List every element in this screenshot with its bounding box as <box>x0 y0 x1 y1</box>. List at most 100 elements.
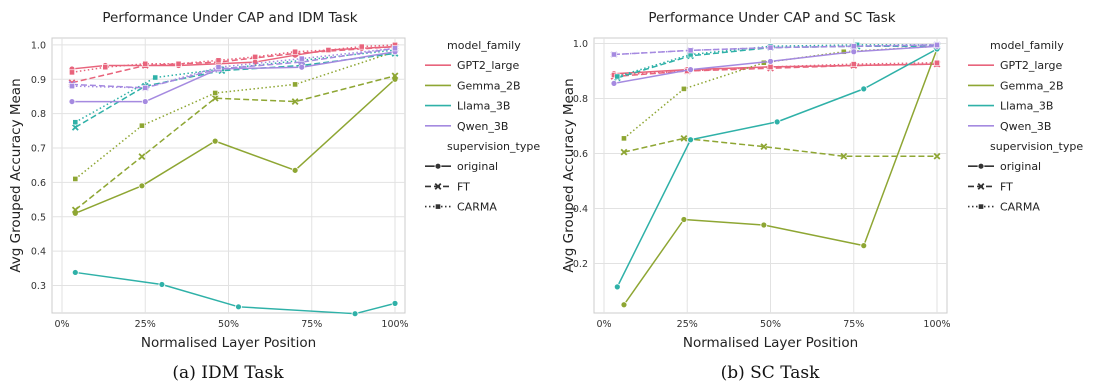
chart-title: Performance Under CAP and SC Task <box>648 10 895 26</box>
x-tick-label: 50% <box>218 319 239 330</box>
y-tick-label: 0.9 <box>31 75 46 86</box>
legend-marker-FT <box>977 182 985 190</box>
data-point <box>934 59 940 66</box>
data-point <box>680 216 688 223</box>
x-axis-label: Normalised Layer Position <box>683 335 858 351</box>
y-tick-label: 0.8 <box>573 94 588 105</box>
legend-marker-CARMA <box>435 203 441 210</box>
series-line-Gemma_2B-original <box>71 75 399 217</box>
series-path <box>623 137 938 157</box>
data-point <box>680 134 688 142</box>
y-tick-label: 1.0 <box>573 39 588 50</box>
data-point <box>139 122 145 129</box>
series-line-Gemma_2B-FT <box>71 72 399 214</box>
data-point <box>850 48 858 56</box>
chart-title: Performance Under CAP and IDM Task <box>102 10 357 26</box>
data-point <box>158 281 166 288</box>
series-line-Qwen_3B-CARMA <box>611 41 940 58</box>
data-point <box>620 148 628 156</box>
data-point <box>850 61 857 68</box>
x-tick-label: 100% <box>923 319 950 330</box>
legend: model_family GPT2_large Gemma_2B Llama_3B Qw… <box>968 39 1083 214</box>
data-point <box>621 135 627 142</box>
data-point <box>138 153 146 161</box>
data-point <box>860 242 868 250</box>
data-point <box>142 84 149 91</box>
data-point <box>71 123 79 131</box>
data-point <box>767 57 774 65</box>
x-tick-label: 75% <box>843 319 864 330</box>
data-point <box>138 182 146 190</box>
y-tick-label: 0.3 <box>31 281 46 292</box>
x-tick-label: 0% <box>54 319 69 330</box>
legend-title-supervision: supervision_type <box>447 140 540 153</box>
legend-entry-supervision: original <box>1000 160 1041 173</box>
x-tick-label: 25% <box>135 319 156 330</box>
y-tick-label: 0.4 <box>573 204 588 215</box>
data-point <box>391 299 399 307</box>
legend-marker-original <box>977 162 985 170</box>
x-tick-label: 0% <box>596 319 611 330</box>
series-line-GPT2_large-CARMA <box>69 41 398 76</box>
data-point <box>933 152 941 160</box>
y-axis-label: Avg Grouped Accuracy Mean <box>561 78 577 272</box>
data-point <box>687 136 694 144</box>
series-line-GPT2_large-CARMA <box>611 59 940 79</box>
legend-entry-model: Gemma_2B <box>1000 79 1064 92</box>
data-point <box>69 69 75 76</box>
data-point <box>212 90 219 96</box>
data-point <box>68 98 76 105</box>
figure-caption: (a) IDM Task <box>172 363 284 383</box>
data-point <box>767 63 774 70</box>
legend-entry-model: GPT2_large <box>457 59 519 72</box>
data-point <box>773 118 781 126</box>
x-axis-label: Normalised Layer Position <box>141 335 316 351</box>
y-tick-label: 0.2 <box>573 259 588 270</box>
data-point <box>325 47 332 53</box>
legend-entry-supervision: FT <box>457 180 470 193</box>
data-point <box>850 43 857 50</box>
y-tick-label: 0.6 <box>573 149 588 160</box>
data-point <box>614 73 621 80</box>
data-point <box>211 94 219 102</box>
chart-panel-0: 0.3 0.4 0.5 0.6 0.7 0.8 0.9 1.0 0% 25% 50% 75% 100% P… <box>8 10 540 383</box>
figure-caption: (b) SC Task <box>721 363 820 383</box>
series-line-Gemma_2B-FT <box>620 134 941 160</box>
data-point <box>610 79 618 87</box>
data-point <box>620 301 628 309</box>
data-point <box>358 43 365 50</box>
data-point <box>235 303 242 311</box>
data-point <box>687 66 694 74</box>
data-point <box>252 54 259 60</box>
legend-entry-model: Llama_3B <box>1000 100 1053 113</box>
data-point <box>142 60 149 67</box>
data-point <box>102 64 109 71</box>
data-point <box>840 152 848 160</box>
legend-entry-model: Llama_3B <box>457 100 510 113</box>
legend-entry-model: GPT2_large <box>1000 59 1062 72</box>
legend-entry-supervision: FT <box>1000 180 1013 193</box>
data-point <box>69 83 75 90</box>
legend-marker-original <box>434 162 442 170</box>
data-point <box>392 45 398 52</box>
data-point <box>292 81 299 88</box>
y-tick-label: 0.8 <box>31 109 46 120</box>
x-tick-label: 25% <box>677 319 698 330</box>
legend-entry-supervision: CARMA <box>1000 201 1040 214</box>
x-tick-label: 100% <box>381 319 408 330</box>
data-point <box>611 51 617 58</box>
legend-title-supervision: supervision_type <box>990 140 1083 153</box>
y-tick-label: 0.4 <box>31 247 46 258</box>
data-point <box>215 57 222 64</box>
data-point <box>292 48 299 55</box>
legend-entry-model: Qwen_3B <box>1000 120 1051 133</box>
data-point <box>71 206 79 214</box>
data-point <box>215 64 222 71</box>
data-point <box>613 283 621 291</box>
data-point <box>152 74 159 81</box>
data-point <box>760 143 768 151</box>
data-point <box>687 47 694 54</box>
y-tick-label: 0.6 <box>31 178 46 189</box>
y-axis-label: Avg Grouped Accuracy Mean <box>8 78 24 272</box>
data-point <box>767 44 774 51</box>
